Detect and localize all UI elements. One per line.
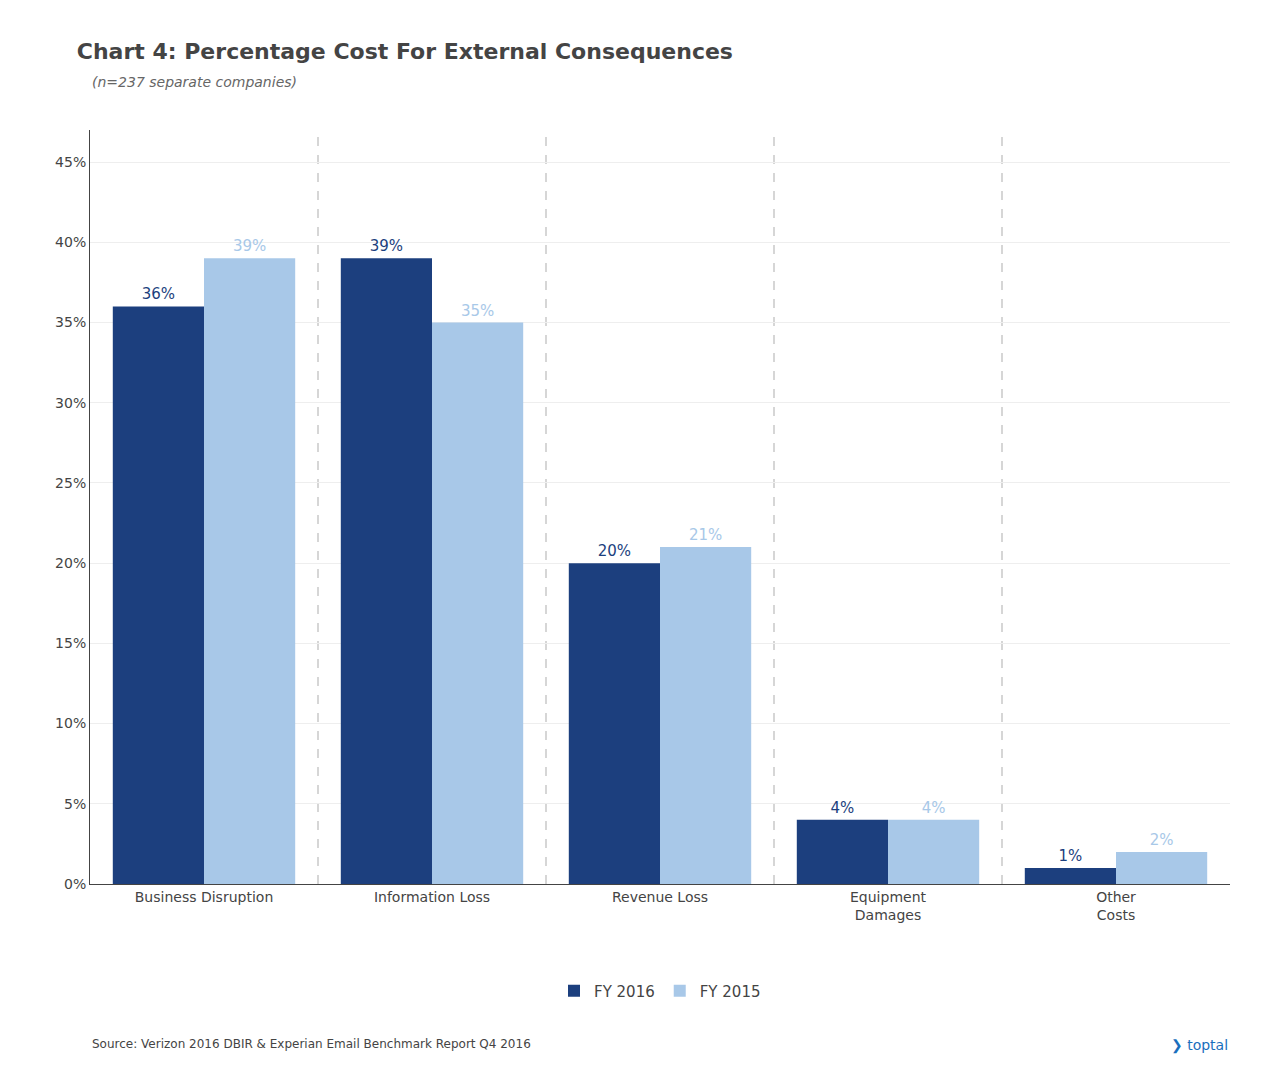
svg-text:10%: 10%	[55, 715, 86, 731]
svg-text:35%: 35%	[461, 302, 494, 320]
svg-text:20%: 20%	[55, 555, 86, 571]
svg-text:OtherCosts: OtherCosts	[1096, 889, 1136, 923]
svg-text:Source: Verizon 2016 DBIR & Ex: Source: Verizon 2016 DBIR & Experian Ema…	[92, 1037, 531, 1051]
svg-text:5%: 5%	[64, 796, 86, 812]
svg-text:Chart 4: Percentage Cost For E: Chart 4: Percentage Cost For External Co…	[77, 39, 733, 64]
svg-text:FY 2016: FY 2016	[594, 983, 655, 1001]
svg-text:❯ toptal: ❯ toptal	[1171, 1037, 1228, 1054]
svg-text:36%: 36%	[142, 285, 175, 303]
svg-text:40%: 40%	[55, 234, 86, 250]
svg-text:(n=237 separate companies): (n=237 separate companies)	[92, 74, 297, 90]
svg-text:EquipmentDamages: EquipmentDamages	[850, 889, 927, 923]
svg-text:Revenue Loss: Revenue Loss	[612, 889, 708, 905]
svg-text:1%: 1%	[1059, 847, 1083, 865]
svg-text:4%: 4%	[922, 799, 946, 817]
svg-text:35%: 35%	[55, 314, 86, 330]
svg-text:0%: 0%	[64, 876, 86, 892]
svg-text:15%: 15%	[55, 635, 86, 651]
svg-text:45%: 45%	[55, 154, 86, 170]
svg-text:39%: 39%	[370, 237, 403, 255]
svg-text:Information Loss: Information Loss	[374, 889, 490, 905]
svg-text:30%: 30%	[55, 395, 86, 411]
svg-text:Business Disruption: Business Disruption	[135, 889, 273, 905]
svg-text:2%: 2%	[1150, 831, 1174, 849]
svg-text:FY 2015: FY 2015	[700, 983, 761, 1001]
svg-text:25%: 25%	[55, 475, 86, 491]
svg-text:20%: 20%	[598, 542, 631, 560]
svg-text:4%: 4%	[831, 799, 855, 817]
svg-text:39%: 39%	[233, 237, 266, 255]
svg-text:21%: 21%	[689, 526, 722, 544]
